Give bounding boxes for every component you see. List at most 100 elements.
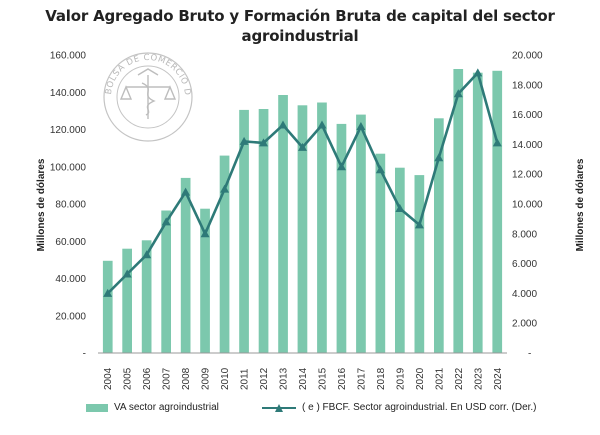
y-left-tick-label: -	[83, 349, 86, 360]
x-tick-label-2022: 2022	[454, 367, 465, 390]
y-right-tick-label: 10.000	[512, 200, 543, 211]
bar-va-2016	[336, 123, 347, 354]
x-tick-label-2020: 2020	[415, 367, 426, 390]
point-fbcf-2011	[239, 136, 249, 145]
bar-va-2011	[239, 109, 249, 354]
y-left-tick-label: 20.000	[55, 311, 86, 322]
x-tick-label-2009: 2009	[201, 367, 212, 390]
y-left-tick-label: 160.000	[50, 51, 87, 62]
chart-title-line1: Valor Agregado Bruto y Formación Bruta d…	[45, 7, 555, 25]
legend-label-fbcf: ( e ) FBCF. Sector agroindustrial. En US…	[302, 402, 537, 413]
y-right-tick-label: 6.000	[512, 259, 537, 270]
point-fbcf-2016	[337, 162, 346, 171]
point-fbcf-2012	[259, 138, 268, 147]
bar-va-2020	[414, 175, 425, 353]
point-fbcf-2020	[414, 220, 424, 229]
x-tick-label-2013: 2013	[279, 367, 290, 390]
y-right-tick-label: 2.000	[512, 319, 537, 330]
y-right-tick-label: 4.000	[512, 289, 537, 300]
point-fbcf-2023	[473, 68, 483, 77]
y-left-tick-label: 120.000	[50, 125, 87, 136]
point-fbcf-2005	[122, 269, 132, 278]
seal-inner-ring	[116, 65, 180, 129]
x-tick-label-2024: 2024	[493, 367, 504, 390]
x-tick-label-2016: 2016	[337, 367, 348, 390]
point-fbcf-2009	[200, 229, 210, 238]
legend-item-va: VA sector agroindustrial	[86, 402, 219, 413]
x-tick-label-2019: 2019	[395, 367, 406, 390]
point-fbcf-2017	[356, 122, 366, 130]
point-fbcf-2018	[375, 165, 385, 174]
bar-va-2009	[200, 208, 210, 353]
bar-va-2021	[434, 118, 444, 353]
point-fbcf-2022	[453, 89, 463, 98]
y-right-tick-label: 16.000	[512, 110, 543, 121]
y-left-tick-label: 140.000	[50, 88, 87, 99]
chart-title-line2: agroindustrial	[241, 27, 359, 45]
point-fbcf-2004	[103, 288, 113, 297]
bar-va-2018	[375, 153, 386, 353]
y-left-axis-title: Millones de dólares	[36, 158, 47, 251]
bar-va-2014	[297, 105, 308, 353]
x-tick-label-2021: 2021	[434, 367, 445, 390]
y-left-tick-label: 80.000	[55, 200, 86, 211]
y-left-tick-label: 100.000	[50, 162, 87, 173]
bar-va-2015	[317, 102, 327, 353]
seal-serpent	[141, 82, 156, 116]
y-right-tick-label: 8.000	[512, 229, 537, 240]
x-tick-label-2023: 2023	[473, 367, 484, 390]
x-tick-label-2010: 2010	[220, 367, 231, 390]
x-tick-label-2008: 2008	[181, 367, 192, 390]
seal-text: BOLSA DE COMERCIO DE ROSARIO	[0, 0, 192, 96]
point-fbcf-2006	[142, 250, 152, 259]
bar-va-2004	[102, 260, 113, 353]
x-tick-label-2015: 2015	[318, 367, 329, 390]
bar-va-2006	[141, 240, 152, 353]
y-right-tick-label: 18.000	[512, 80, 543, 91]
bar-va-2023	[472, 72, 483, 353]
point-fbcf-2008	[181, 187, 191, 196]
y-right-tick-label: 20.000	[512, 51, 543, 62]
bar-va-2024	[492, 70, 503, 354]
point-fbcf-2019	[395, 204, 405, 212]
chart-legend: VA sector agroindustrial ( e ) FBCF. Sec…	[0, 402, 600, 418]
x-tick-label-2011: 2011	[240, 368, 251, 390]
x-tick-label-2012: 2012	[259, 367, 270, 390]
y-right-tick-label: 12.000	[512, 170, 543, 181]
x-tick-label-2005: 2005	[123, 367, 134, 390]
seal-emblem	[119, 68, 177, 119]
point-fbcf-2015	[317, 120, 327, 129]
legend-item-fbcf: ( e ) FBCF. Sector agroindustrial. En US…	[262, 402, 537, 413]
point-fbcf-2013	[278, 120, 288, 129]
x-tick-label-2007: 2007	[162, 367, 173, 390]
point-fbcf-2010	[220, 184, 230, 193]
bar-va-2005	[122, 248, 132, 353]
seal-outer-ring	[103, 52, 193, 142]
x-tick-label-2017: 2017	[356, 367, 367, 390]
bar-va-2008	[180, 177, 191, 353]
y-left-tick-label: 40.000	[55, 274, 86, 285]
bar-va-2010	[219, 155, 230, 353]
seal-wings	[137, 68, 159, 76]
x-tick-label-2004: 2004	[103, 367, 114, 390]
bar-va-2013	[278, 95, 288, 353]
y-right-tick-label: -	[528, 349, 531, 360]
point-fbcf-2007	[161, 217, 171, 226]
bar-va-2017	[356, 114, 366, 353]
bar-va-2022	[453, 69, 464, 353]
y-right-axis-title: Millones de dólares	[575, 158, 586, 251]
y-left-tick-label: 60.000	[55, 237, 86, 248]
point-fbcf-2021	[434, 153, 444, 162]
legend-swatch-bar	[86, 403, 108, 412]
seal-pan-right	[163, 85, 177, 100]
y-right-tick-label: 14.000	[512, 140, 543, 151]
x-tick-label-2014: 2014	[298, 367, 309, 390]
legend-label-va: VA sector agroindustrial	[114, 402, 219, 413]
x-tick-label-2006: 2006	[142, 367, 153, 390]
legend-swatch-line	[262, 403, 296, 413]
chart-title: Valor Agregado Bruto y Formación Bruta d…	[0, 6, 600, 46]
bar-va-2007	[161, 210, 171, 353]
x-tick-label-2018: 2018	[376, 367, 387, 390]
bar-va-2012	[258, 109, 269, 353]
